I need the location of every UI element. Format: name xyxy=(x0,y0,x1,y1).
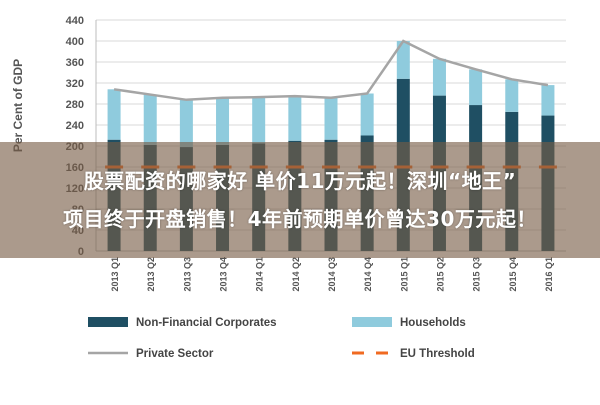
y-axis-label: Per Cent of GDP xyxy=(11,59,25,152)
bar-households xyxy=(288,96,302,141)
x-tick-label: 2014 Q3 xyxy=(327,257,337,292)
y-tick-label: 320 xyxy=(66,78,84,90)
legend-households-label: Households xyxy=(400,317,466,329)
x-tick-label: 2014 Q1 xyxy=(255,257,265,292)
bar-households xyxy=(216,97,230,145)
x-tick-label: 2015 Q3 xyxy=(472,257,482,292)
y-tick-label: 360 xyxy=(66,57,84,69)
x-tick-label: 2015 Q2 xyxy=(435,257,445,292)
legend-private-sector-label: Private Sector xyxy=(136,348,214,360)
x-tick-label: 2015 Q1 xyxy=(399,257,409,292)
overlay-line-1: 股票配资的哪家好 单价11万元起！深圳“地王” xyxy=(83,169,517,193)
bar-households xyxy=(107,89,121,140)
x-tick-label: 2014 Q2 xyxy=(291,257,301,292)
x-tick-label: 2013 Q2 xyxy=(146,257,156,292)
bar-households xyxy=(252,97,266,144)
x-tick-label: 2013 Q3 xyxy=(182,257,192,292)
bar-households xyxy=(505,79,519,112)
x-tick-label: 2013 Q1 xyxy=(110,257,120,292)
line-private-sector xyxy=(113,39,549,102)
x-tick-label: 2013 Q4 xyxy=(219,257,229,292)
legend-eu-threshold-label: EU Threshold xyxy=(400,348,475,360)
y-tick-label: 400 xyxy=(66,36,84,48)
y-tick-label: 440 xyxy=(66,15,84,27)
x-tick-label: 2016 Q1 xyxy=(544,257,554,292)
bar-households xyxy=(396,41,410,79)
bar-households xyxy=(432,58,446,96)
legend-households-swatch xyxy=(352,317,392,327)
bar-households xyxy=(324,97,338,140)
overlay-banner: 股票配资的哪家好 单价11万元起！深圳“地王” 项目终于开盘销售！4年前预期单价… xyxy=(0,142,600,258)
y-tick-label: 280 xyxy=(66,99,84,111)
legend-non-financial-corporates-label: Non-Financial Corporates xyxy=(136,317,277,329)
overlay-line-2: 项目终于开盘销售！4年前预期单价曾达30万元起！ xyxy=(63,207,537,231)
y-tick-label: 240 xyxy=(66,120,84,132)
x-tick-label: 2014 Q4 xyxy=(363,257,373,292)
legend-non-financial-corporates-swatch xyxy=(88,317,128,327)
bar-households xyxy=(179,99,193,148)
bar-households xyxy=(360,93,374,136)
bar-households xyxy=(541,85,555,116)
x-tick-label: 2015 Q4 xyxy=(508,257,518,292)
bar-households xyxy=(143,94,157,145)
bar-households xyxy=(469,69,483,106)
